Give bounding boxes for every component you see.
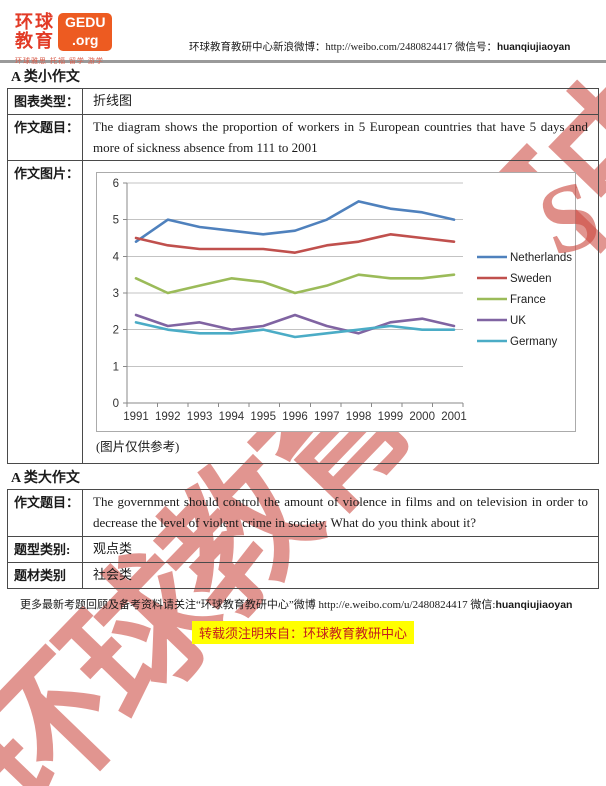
line-chart-frame: 0 1 2 3 4 5 6 1991 1992 1993 1994 1995 1996 1997 1998 1… <box>96 172 576 433</box>
weibo-label: 环球教育教研中心新浪微博： <box>189 42 326 53</box>
topic-value: The government should control the amount… <box>82 489 599 537</box>
question-type-value: 观点类 <box>82 535 599 563</box>
section-title-task1: A 类小作文 <box>11 70 80 85</box>
logo-slogan: 环球雅思 托福 留学 游学 <box>15 57 104 65</box>
wechat-id: huanqiujiaoyan <box>497 42 571 53</box>
chart-type-label: 图表类型： <box>7 88 83 115</box>
gedu-logo: 环球 教育 GEDU .org 环球雅思 托福 留学 游学 <box>15 12 163 66</box>
line-chart: 0 1 2 3 4 5 6 1991 1992 1993 1994 1995 1996 1997 1998 1… <box>113 178 573 423</box>
task1-table: 图表类型： 折线图 作文题目： The diagram shows the pr… <box>7 88 599 465</box>
legend-label: France <box>510 294 546 306</box>
image-cell: 0 1 2 3 4 5 6 1991 1992 1993 1994 1995 1996 1997 1998 1… <box>82 160 599 465</box>
x-tick-label: 1994 <box>219 411 245 423</box>
table-row: 作文图片： 0 1 2 3 4 5 6 1991 1992 1993 1994 1995 1996 199… <box>7 160 599 465</box>
material-type-label: 题材类别 <box>7 561 83 589</box>
y-tick-label: 0 <box>113 398 119 410</box>
x-tick-label: 1995 <box>250 411 276 423</box>
material-type-value: 社会类 <box>82 561 599 589</box>
image-label: 作文图片： <box>7 160 83 465</box>
image-note: (图片仅供参考) <box>96 440 180 455</box>
topic-value: The diagram shows the proportion of work… <box>82 113 599 162</box>
x-tick-label: 1996 <box>282 411 308 423</box>
question-type-label: 题型类别: <box>7 535 83 563</box>
logo-gedu-badge: GEDU .org <box>58 13 113 52</box>
wechat-label: 微信号： <box>452 42 497 53</box>
y-tick-label: 3 <box>113 288 119 300</box>
legend-label: Sweden <box>510 273 552 285</box>
x-tick-label: 1997 <box>314 411 340 423</box>
y-tick-label: 4 <box>113 252 120 264</box>
table-row: 题材类别 社会类 <box>7 561 599 589</box>
footer-wechat-id: huanqiujiaoyan <box>495 598 573 611</box>
reprint-notice: 转载须注明来自：环球教育教研中心 <box>191 620 414 644</box>
series-line <box>134 200 456 244</box>
table-row: 图表类型： 折线图 <box>7 88 599 115</box>
table-row: 作文题目： The government should control the … <box>7 489 599 537</box>
logo-chinese-name: 环球 教育 <box>15 12 55 52</box>
series-line <box>134 314 456 336</box>
table-row: 作文题目： The diagram shows the proportion o… <box>7 113 599 162</box>
x-tick-label: 2001 <box>441 411 467 423</box>
reprint-notice-wrap: 转载须注明来自：环球教育教研中心 <box>0 620 606 644</box>
series-line <box>134 233 456 255</box>
x-tick-label: 1998 <box>346 411 372 423</box>
y-tick-label: 2 <box>113 325 119 337</box>
page-header: 环球 教育 GEDU .org 环球雅思 托福 留学 游学 环球教育教研中心新浪… <box>0 0 606 66</box>
series-line <box>134 321 456 339</box>
header-contact-line: 环球教育教研中心新浪微博：http://weibo.com/2480824417… <box>189 39 570 60</box>
legend-label: UK <box>510 315 526 327</box>
x-tick-label: 1999 <box>378 411 404 423</box>
legend-label: Germany <box>510 336 558 348</box>
x-tick-label: 1993 <box>187 411 213 423</box>
y-tick-label: 1 <box>113 362 119 374</box>
y-tick-label: 5 <box>113 215 119 227</box>
series-line <box>134 273 456 295</box>
x-tick-label: 2000 <box>409 411 435 423</box>
footer-weibo-url: http://e.weibo.com/u/2480824417 <box>318 598 468 611</box>
footer-wechat-label: 微信: <box>467 598 496 611</box>
task2-table: 作文题目： The government should control the … <box>7 489 599 589</box>
table-row: 题型类别: 观点类 <box>7 535 599 563</box>
footer-contact-line: 更多最新考题回顾及备考资料请关注“环球教育教研中心”微博 http://e.we… <box>20 596 606 612</box>
footer-text: 更多最新考题回顾及备考资料请关注“环球教育教研中心”微博 <box>20 598 319 611</box>
legend-label: Netherlands <box>510 252 572 264</box>
x-tick-label: 1991 <box>123 411 149 423</box>
weibo-url: http://weibo.com/2480824417 <box>325 42 453 53</box>
topic-label: 作文题目： <box>7 113 83 162</box>
y-tick-label: 6 <box>113 178 119 190</box>
topic-label: 作文题目： <box>7 489 83 537</box>
x-tick-label: 1992 <box>155 411 181 423</box>
section-title-task2: A 类大作文 <box>11 471 80 487</box>
chart-type-value: 折线图 <box>82 88 599 115</box>
